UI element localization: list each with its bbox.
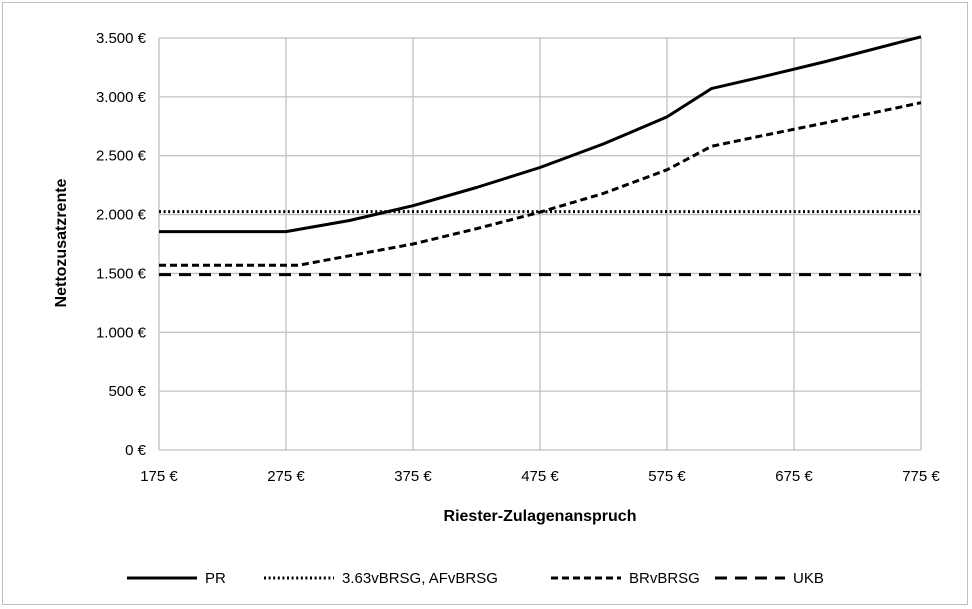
legend-label: BRvBRSG xyxy=(629,570,700,587)
y-tick-label: 3.500 € xyxy=(96,30,147,47)
y-tick-label: 1.000 € xyxy=(96,324,147,341)
y-axis-title: Nettozusatzrente xyxy=(53,178,70,307)
x-tick-label: 275 € xyxy=(267,468,305,485)
y-tick-labels: 0 € 500 € 1.000 € 1.500 € 2.000 € 2.500 € 3.00… xyxy=(96,30,147,459)
legend-label: 3.63vBRSG, AFvBRSG xyxy=(342,570,498,587)
legend-label: UKB xyxy=(793,570,824,587)
y-tick-label: 0 € xyxy=(125,442,147,459)
grid-lines xyxy=(158,37,922,451)
x-tick-label: 475 € xyxy=(521,468,559,485)
x-tick-label: 375 € xyxy=(394,468,432,485)
x-tick-label: 775 € xyxy=(902,468,940,485)
series-lines xyxy=(159,35,922,277)
x-tick-label: 675 € xyxy=(775,468,813,485)
x-tick-labels: 175 € 275 € 375 € 475 € 575 € 675 € 775 € xyxy=(140,468,940,485)
series-line xyxy=(159,35,922,234)
y-tick-label: 1.500 € xyxy=(96,265,147,282)
x-axis-title: Riester-Zulagenanspruch xyxy=(444,508,637,525)
y-tick-label: 2.000 € xyxy=(96,207,147,224)
legend: PR 3.63vBRSG, AFvBRSG BRvBRSG UKB xyxy=(127,570,824,587)
x-tick-label: 175 € xyxy=(140,468,178,485)
legend-label: PR xyxy=(205,570,226,587)
series-line xyxy=(159,101,922,267)
y-tick-label: 500 € xyxy=(108,383,146,400)
y-tick-label: 3.000 € xyxy=(96,89,147,106)
x-tick-label: 575 € xyxy=(648,468,686,485)
y-tick-label: 2.500 € xyxy=(96,148,147,165)
